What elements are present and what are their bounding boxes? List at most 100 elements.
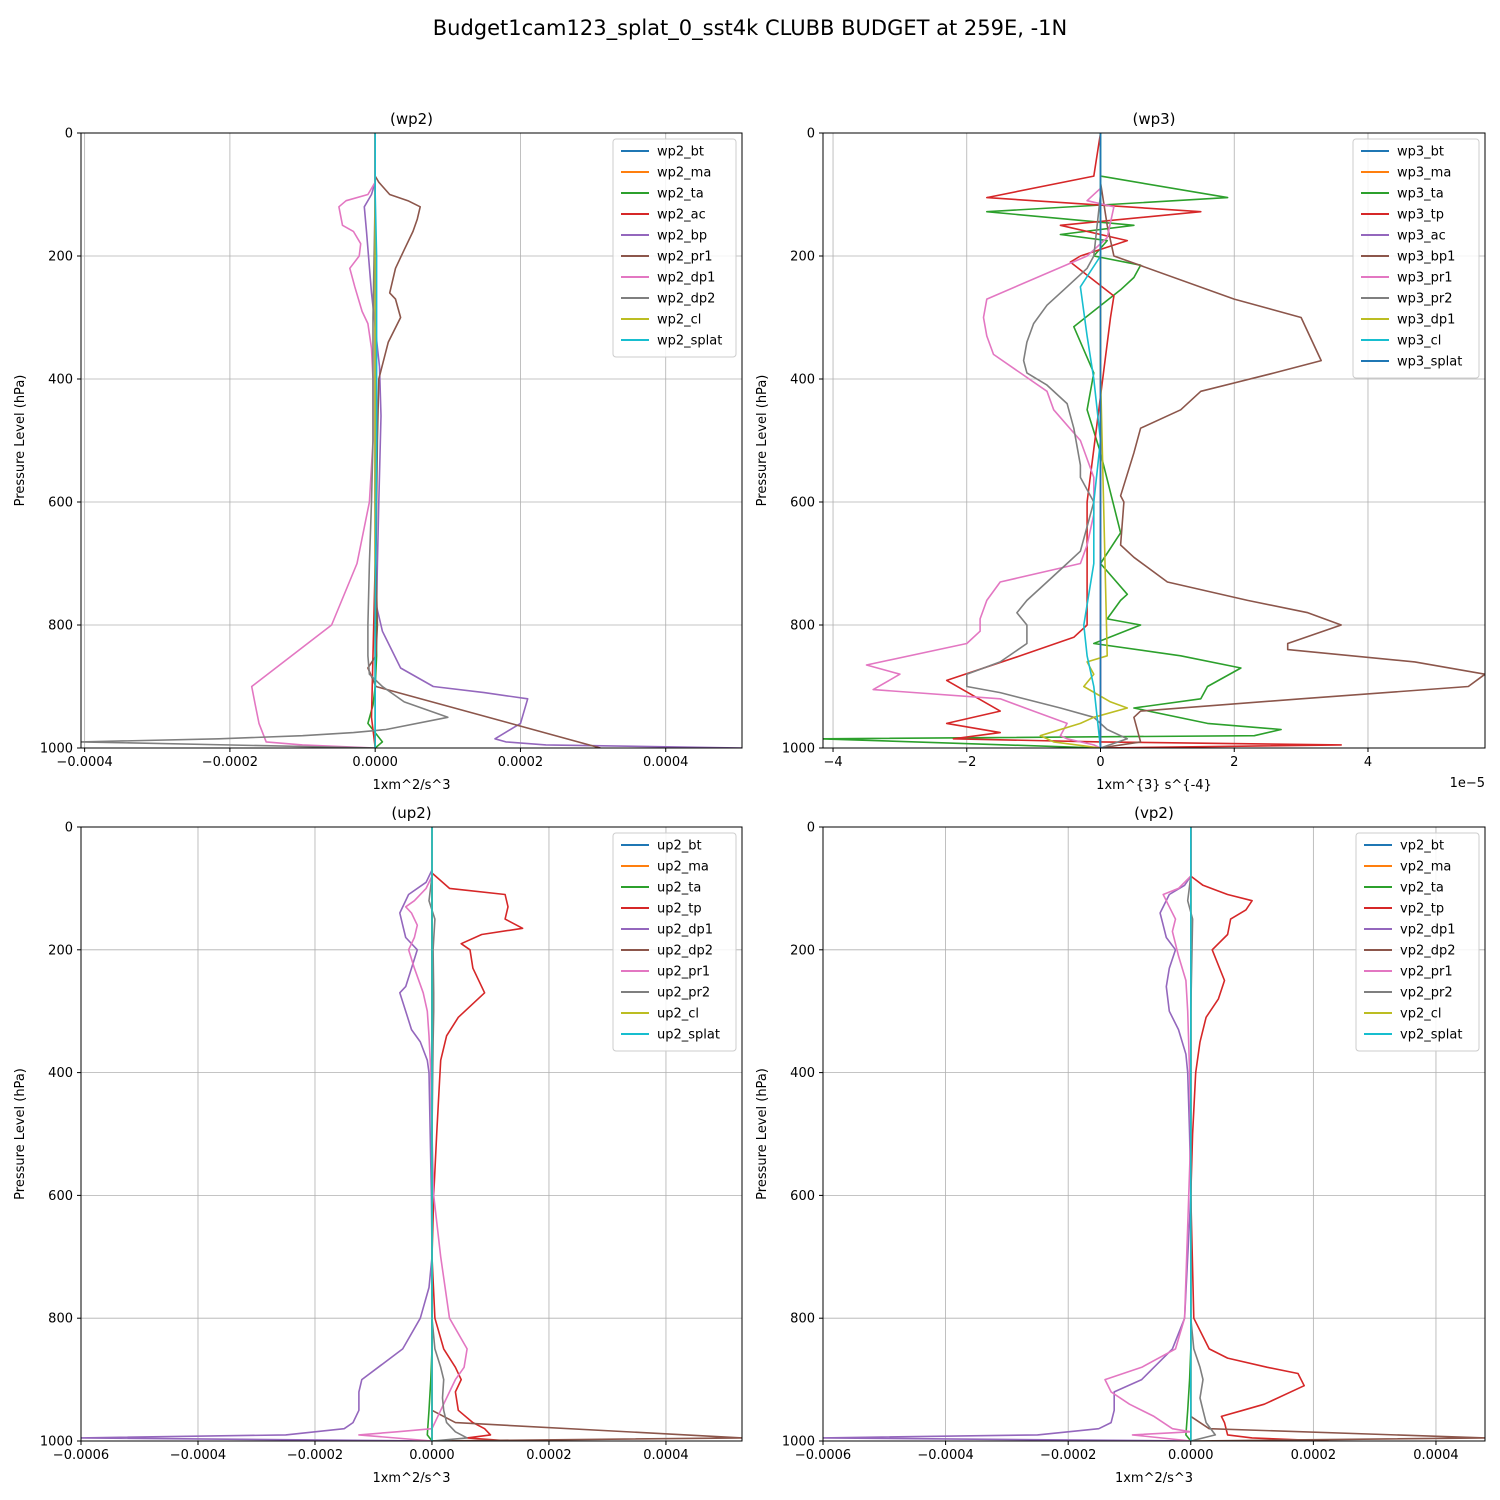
y-tick-label: 600 (48, 496, 73, 511)
series-line-wp3_pr2 (965, 133, 1129, 748)
x-tick-label: 0.0004 (643, 1448, 689, 1463)
legend: wp3_bt wp3_ma wp3_ta wp3_tp wp3_ac wp3_bp1 wp3… (1352, 138, 1480, 379)
legend-entry: wp2_dp2 (657, 292, 715, 307)
series-line-wp3_pr1 (865, 133, 1115, 748)
legend-entry: vp2_pr2 (1400, 986, 1453, 1001)
series-line-wp2_dp1 (250, 133, 377, 748)
y-tick-label: 200 (790, 250, 815, 265)
legend-entry: wp3_bp1 (1397, 250, 1455, 265)
x-offset-text: 1e−5 (1450, 776, 1485, 791)
y-tick-label: 600 (790, 1189, 815, 1204)
axes-frame (80, 132, 743, 749)
y-tick-label: 600 (48, 1189, 73, 1204)
x-tick-label: 2 (1230, 755, 1238, 770)
series-line-wp2_dp2 (81, 133, 449, 748)
y-axis-label: Pressure Level (hPa) (13, 375, 28, 507)
x-axis-label: 1xm^2/s^3 (372, 1471, 450, 1486)
legend-entry: up2_dp2 (657, 944, 713, 959)
chart-panel-2: −4 −2 0 2 4 0 200 400 600 800 1000 (wp3) 1xm^{3} s^{… (755, 110, 1486, 793)
legend-entry: wp2_bp (657, 229, 707, 244)
y-tick-label: 800 (790, 1312, 815, 1327)
series-line-vp2_pr1 (1104, 827, 1192, 1441)
legend-entry: wp3_splat (1397, 355, 1462, 370)
panel-title: (up2) (391, 804, 431, 822)
legend-entry: wp3_ma (1397, 166, 1451, 181)
series-line-up2_pr2 (428, 827, 468, 1441)
series-line-wp3_tp (945, 133, 1342, 748)
chart-panel-4: −0.0006 −0.0004 −0.0002 0.0000 0.0002 0.0004 0… (755, 804, 1486, 1486)
y-axis-label: Pressure Level (hPa) (755, 1068, 770, 1200)
x-tick-label: −0.0006 (53, 1448, 109, 1463)
chart-panel-3: −0.0006 −0.0004 −0.0002 0.0000 0.0002 0.0004 0… (13, 804, 743, 1486)
legend-entry: up2_bt (657, 839, 702, 854)
legend-entry: wp3_pr1 (1397, 271, 1453, 286)
y-tick-label: 600 (790, 496, 815, 511)
x-axis-label: 1xm^2/s^3 (372, 778, 450, 793)
legend-entry: wp3_tp (1397, 208, 1444, 223)
legend-entry: vp2_splat (1400, 1028, 1462, 1043)
legend-entry: wp2_dp1 (657, 271, 715, 286)
legend-entry: vp2_dp1 (1400, 923, 1456, 938)
y-tick-label: 1000 (782, 742, 815, 757)
x-tick-label: −0.0004 (917, 1448, 973, 1463)
y-tick-label: 1000 (40, 1435, 73, 1450)
x-tick-label: −0.0002 (287, 1448, 343, 1463)
series-lines (823, 133, 1485, 748)
y-tick-label: 400 (790, 373, 815, 388)
legend-entry: wp2_cl (657, 313, 701, 328)
legend-entry: vp2_ma (1400, 860, 1451, 875)
legend-entry: vp2_cl (1400, 1007, 1441, 1022)
y-tick-label: 800 (48, 619, 73, 634)
legend-entry: up2_dp1 (657, 923, 713, 938)
chart-panel-1: −0.0004 −0.0002 0.0000 0.0002 0.0004 0 200 400 6… (13, 110, 743, 793)
y-tick-label: 800 (790, 619, 815, 634)
y-tick-label: 400 (48, 1066, 73, 1081)
y-tick-label: 200 (48, 250, 73, 265)
x-tick-label: 0.0004 (1413, 1448, 1459, 1463)
y-axis-label: Pressure Level (hPa) (755, 375, 770, 507)
x-tick-label: 0.0002 (526, 1448, 572, 1463)
y-tick-label: 200 (48, 943, 73, 958)
legend-entry: up2_pr1 (657, 965, 710, 980)
y-tick-label: 200 (790, 943, 815, 958)
legend: wp2_bt wp2_ma wp2_ta wp2_ac wp2_bp wp2_pr1 wp2… (612, 138, 737, 358)
x-tick-label: −0.0006 (795, 1448, 851, 1463)
x-tick-label: 0 (1096, 755, 1104, 770)
x-tick-label: −2 (957, 755, 976, 770)
legend: vp2_bt vp2_ma vp2_ta vp2_tp vp2_dp1 vp2_dp2vp… (1355, 832, 1480, 1052)
x-tick-label: 0.0002 (498, 755, 544, 770)
series-line-wp3_bp1 (1099, 133, 1485, 748)
series-line-wp2_pr1 (367, 133, 601, 748)
legend: up2_bt up2_ma up2_ta up2_tp up2_dp1 up2_dp2up… (612, 832, 737, 1052)
y-axis-label: Pressure Level (hPa) (13, 1068, 28, 1200)
panel-title: (wp3) (1132, 110, 1175, 128)
x-tick-label: −0.0002 (1040, 1448, 1096, 1463)
legend-entry: wp3_dp1 (1397, 313, 1455, 328)
axes-frame (80, 826, 743, 1442)
legend-entry: wp2_splat (657, 334, 722, 349)
legend-entry: wp3_ac (1397, 229, 1446, 244)
legend-entry: wp3_bt (1397, 145, 1444, 160)
x-tick-label: −0.0004 (170, 1448, 226, 1463)
legend-entry: wp2_pr1 (657, 250, 713, 265)
y-tick-label: 800 (48, 1312, 73, 1327)
legend-entry: wp2_ac (657, 208, 706, 223)
series-line-vp2_tp (1190, 827, 1329, 1441)
series-line-vp2_dp1 (823, 827, 1192, 1441)
series-lines (823, 827, 1485, 1441)
x-tick-label: 0.0000 (352, 755, 398, 770)
y-tick-label: 1000 (40, 742, 73, 757)
series-line-wp3_cl (1079, 133, 1102, 748)
x-tick-label: 0.0000 (409, 1448, 455, 1463)
y-tick-label: 400 (790, 1066, 815, 1081)
panel-title: (wp2) (390, 110, 433, 128)
x-tick-label: −4 (823, 755, 842, 770)
series-line-up2_dp1 (81, 827, 433, 1441)
legend-entry: wp2_ta (657, 187, 704, 202)
panel-title: (vp2) (1134, 804, 1174, 822)
legend-entry: up2_ma (657, 860, 709, 875)
series-lines (81, 133, 742, 748)
legend-entry: vp2_pr1 (1400, 965, 1453, 980)
y-tick-label: 0 (65, 821, 73, 836)
